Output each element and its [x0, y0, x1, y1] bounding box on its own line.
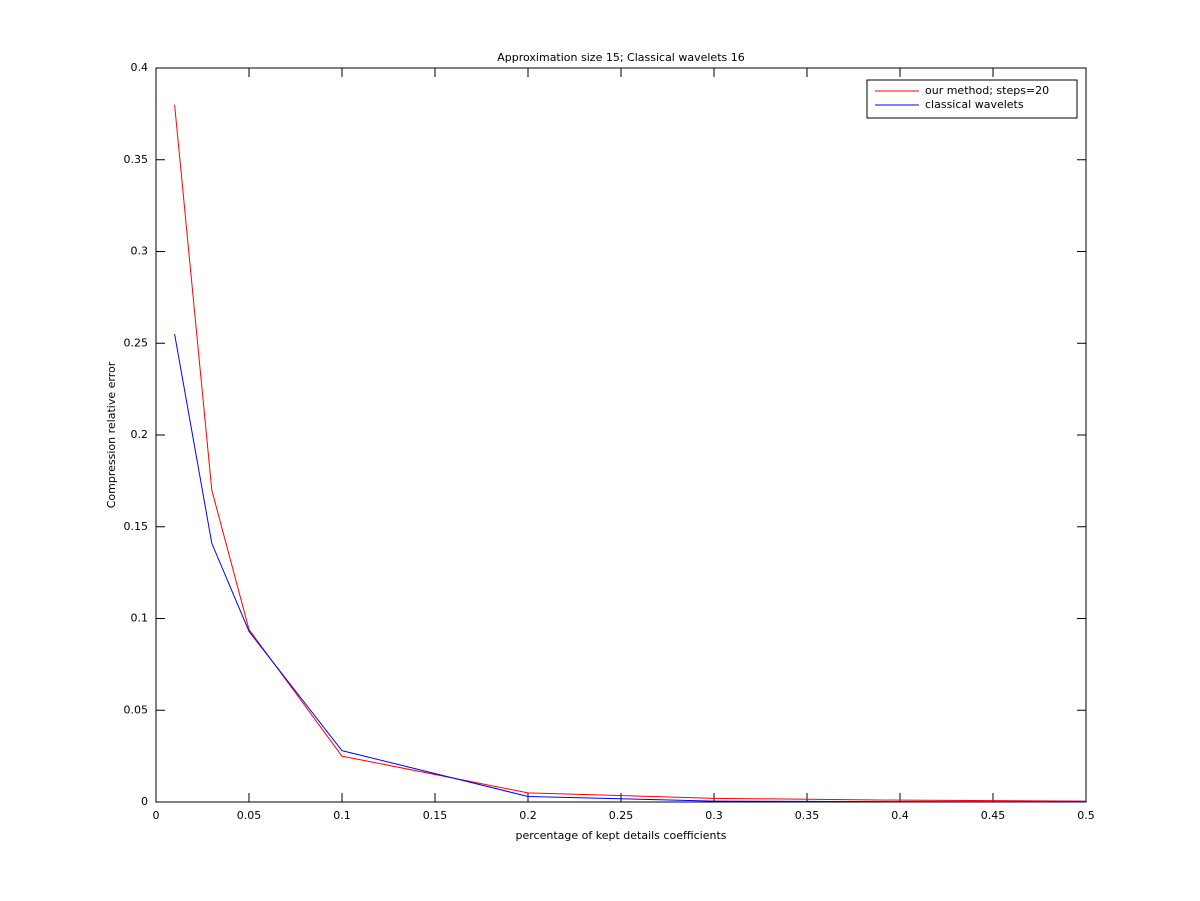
y-tick-label: 0.05: [124, 703, 149, 716]
x-tick-label: 0.45: [981, 809, 1006, 822]
x-tick-label: 0.25: [609, 809, 634, 822]
x-tick-label: 0.35: [795, 809, 820, 822]
legend-box: [866, 79, 1078, 119]
y-tick-label: 0.25: [124, 336, 149, 349]
data-line: [174, 104, 1087, 802]
y-tick-label: 0.15: [124, 520, 149, 533]
y-tick-label: 0.4: [131, 61, 149, 74]
x-tick-label: 0.2: [519, 809, 537, 822]
x-tick-label: 0.3: [705, 809, 723, 822]
x-tick-label: 0.5: [1077, 809, 1095, 822]
x-tick-label: 0.15: [423, 809, 448, 822]
chart-title: Approximation size 15; Classical wavelet…: [497, 51, 745, 64]
x-tick-label: 0.4: [891, 809, 909, 822]
x-tick-label: 0.1: [333, 809, 351, 822]
y-axis-label: Compression relative error: [105, 361, 118, 508]
y-tick-label: 0.35: [124, 153, 149, 166]
x-tick-label: 0.05: [237, 809, 262, 822]
data-line: [174, 333, 1087, 803]
legend-label: classical wavelets: [925, 98, 1024, 111]
y-tick-label: 0.1: [131, 612, 149, 625]
legend-label: our method; steps=20: [925, 84, 1049, 97]
plot-area: [155, 67, 1087, 803]
y-tick-label: 0: [141, 795, 148, 808]
y-tick-label: 0.2: [131, 428, 149, 441]
x-axis-label: percentage of kept details coefficients: [516, 829, 727, 842]
x-tick-label: 0: [153, 809, 160, 822]
y-tick-label: 0.3: [131, 245, 149, 258]
